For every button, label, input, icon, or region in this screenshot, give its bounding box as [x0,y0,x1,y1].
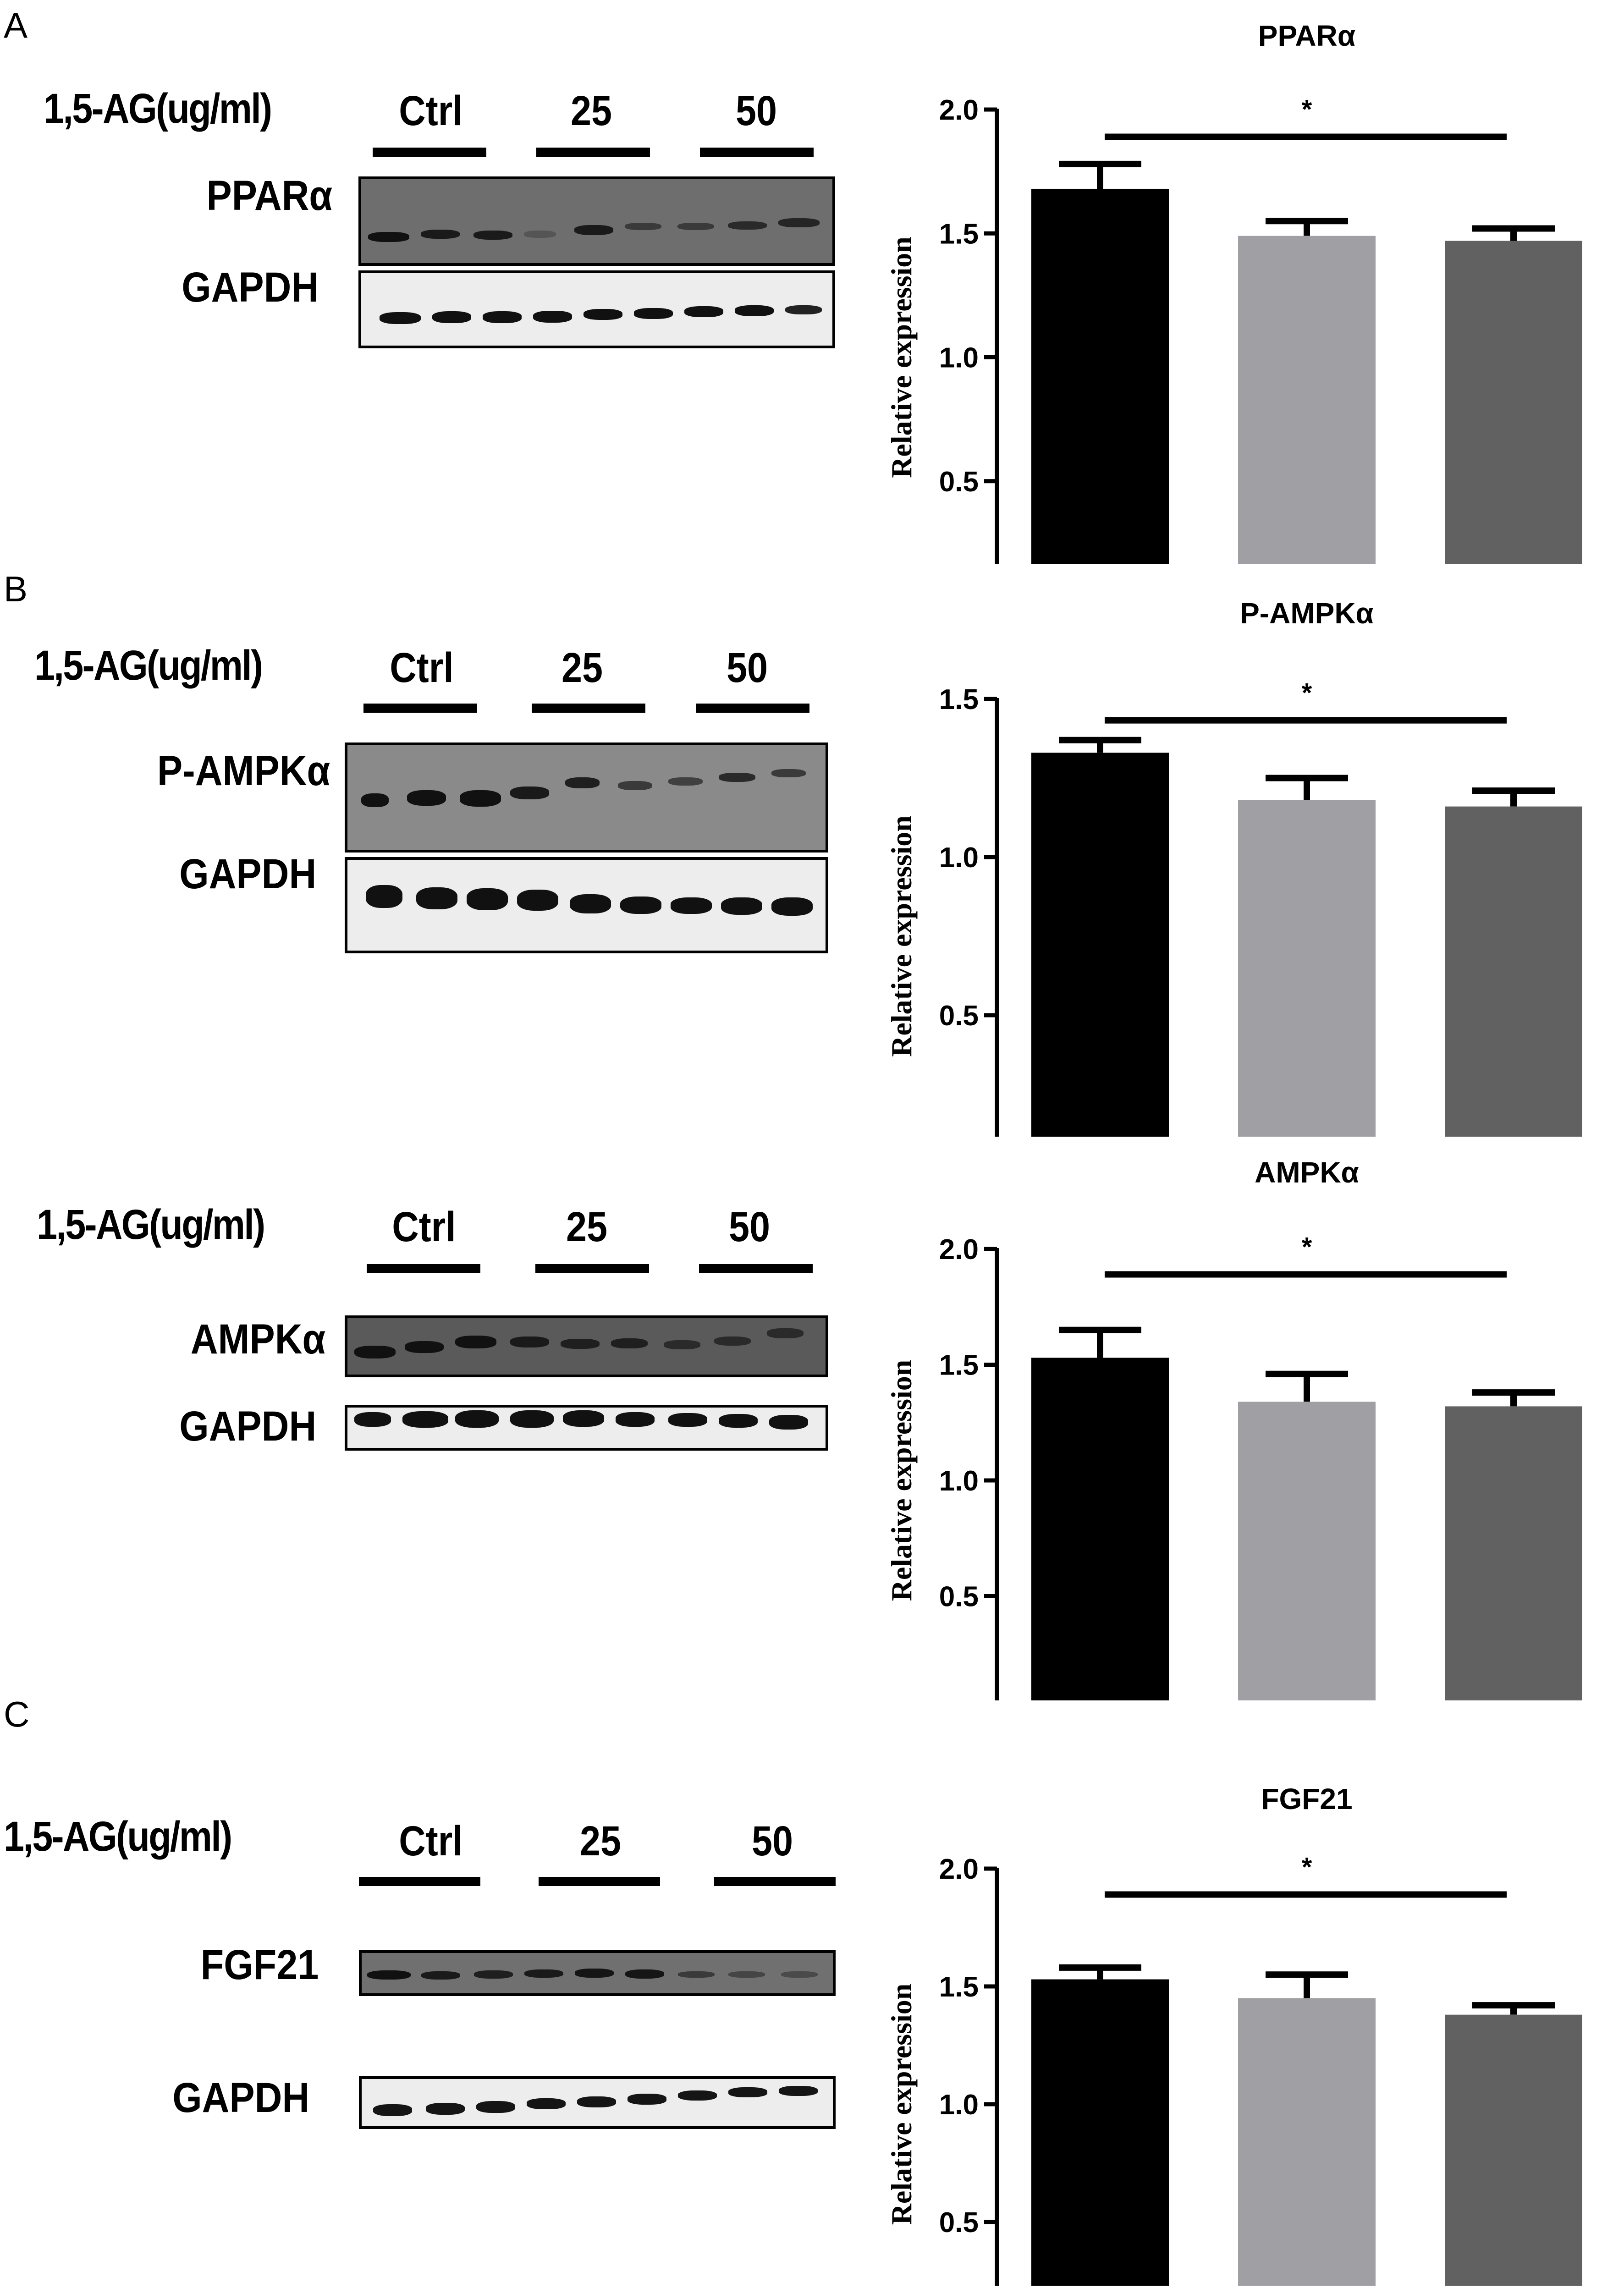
western-blot-fgf21: 1,5-AG(ug/ml) Ctrl 25 50 FGF21 GAPDH [0,1673,871,2286]
group-label-25: 25 [579,1818,622,1864]
significance-star: * [1302,1853,1312,1882]
group-label-50: 50 [751,1818,793,1864]
blot-control-label: GAPDH [172,2074,309,2121]
group-bar-50 [696,704,809,713]
significance-star: * [1302,1232,1312,1262]
y-tick-label: 1.0 [939,1465,979,1497]
y-tick-label: 1.5 [939,218,979,250]
blot-target-label: PPARα [206,172,332,219]
blot-target-label: P-AMPKα [157,748,330,794]
blot-dose-header: 1,5-AG(ug/ml) [44,85,272,132]
blot-target-strip [345,1315,828,1377]
blot-dose-header: 1,5-AG(ug/ml) [37,1201,265,1248]
group-bar-25 [535,1264,649,1273]
bar-25 [1238,800,1376,1173]
group-bar-ctrl [373,148,486,157]
group-bar-ctrl [367,1264,480,1273]
blot-target-strip [359,1950,836,1996]
western-blot-ampk: 1,5-AG(ug/ml) Ctrl 25 50 AMPKα GAPDH [0,1146,871,1512]
chart-title: FGF21 [1261,1782,1352,1815]
group-label-ctrl: Ctrl [399,1818,463,1864]
y-axis-label: Relative expression [885,815,918,1057]
significance-star: * [1302,678,1312,708]
group-label-25: 25 [570,88,612,134]
bar-ctrl [1031,188,1169,605]
y-tick-label: 1.0 [939,342,979,374]
panel-letter-c: C [4,1694,30,1734]
group-bar-ctrl [359,1877,480,1886]
bar-50 [1445,241,1582,605]
group-bar-ctrl [363,704,477,713]
y-tick-label: 2.0 [939,1854,979,1885]
group-label-25: 25 [566,1204,608,1250]
chart-title: AMPKα [1255,1156,1359,1189]
group-label-ctrl: Ctrl [399,88,463,134]
group-bar-25 [536,148,650,157]
group-bar-25 [539,1877,660,1886]
blot-target-strip [345,742,828,852]
y-tick-label: 1.5 [939,684,979,715]
blot-control-label: GAPDH [179,851,316,897]
chart-title: PPARα [1258,19,1355,52]
western-blot-p-ampk: 1,5-AG(ug/ml) Ctrl 25 50 P-AMPKα GAPDH [0,564,871,1022]
group-bar-50 [699,1264,813,1273]
panel-letter-a: A [4,5,28,45]
panel-letter-b: B [4,569,28,609]
group-label-50: 50 [735,88,777,134]
chart-title: P-AMPKα [1240,597,1374,630]
blot-target-label: FGF21 [200,1942,319,1988]
bar-25 [1238,236,1376,605]
group-bar-50 [714,1877,836,1886]
blot-control-strip [345,857,828,953]
y-axis-label: Relative expression [885,1984,918,2225]
y-tick-label: 0.5 [939,1000,979,1032]
y-tick-label: 0.5 [939,1581,979,1613]
blot-target-label: AMPKα [190,1316,325,1363]
bar-25 [1238,1998,1376,2288]
y-axis-label: Relative expression [885,236,918,478]
bar-ctrl [1031,1979,1169,2288]
y-tick-label: 0.5 [939,2207,979,2238]
y-tick-label: 1.5 [939,1971,979,2003]
group-label-ctrl: Ctrl [390,644,454,691]
group-label-ctrl: Ctrl [392,1204,456,1250]
blot-target-strip [358,176,835,266]
y-tick-label: 2.0 [939,94,979,126]
y-tick-label: 0.5 [939,466,979,498]
bar-50 [1445,806,1582,1173]
y-tick-label: 1.0 [939,2089,979,2121]
group-bar-50 [700,148,814,157]
western-blot-ppara: 1,5-AG(ug/ml) Ctrl 25 50 PPARα GAPDH [0,0,871,564]
y-axis-label: Relative expression [885,1360,918,1601]
y-tick-label: 1.0 [939,842,979,874]
blot-dose-header: 1,5-AG(ug/ml) [4,1813,232,1860]
group-label-50: 50 [728,1204,771,1250]
bar-ctrl [1031,753,1169,1173]
blot-control-strip [358,270,835,348]
group-bar-25 [532,704,645,713]
blot-dose-header: 1,5-AG(ug/ml) [34,642,263,689]
significance-star: * [1302,94,1312,124]
bar-25 [1238,1402,1376,1712]
bar-50 [1445,2014,1582,2288]
y-tick-label: 2.0 [939,1234,979,1265]
blot-control-label: GAPDH [179,1403,316,1450]
y-tick-label: 1.5 [939,1350,979,1381]
blot-control-strip [359,2076,836,2129]
bar-ctrl [1031,1358,1169,1712]
group-label-25: 25 [561,644,603,691]
blot-control-label: GAPDH [181,264,319,311]
bar-50 [1445,1406,1582,1712]
blot-control-strip [345,1405,828,1451]
y-tick-label: 0.0 [939,1697,979,1700]
group-label-50: 50 [726,644,768,691]
